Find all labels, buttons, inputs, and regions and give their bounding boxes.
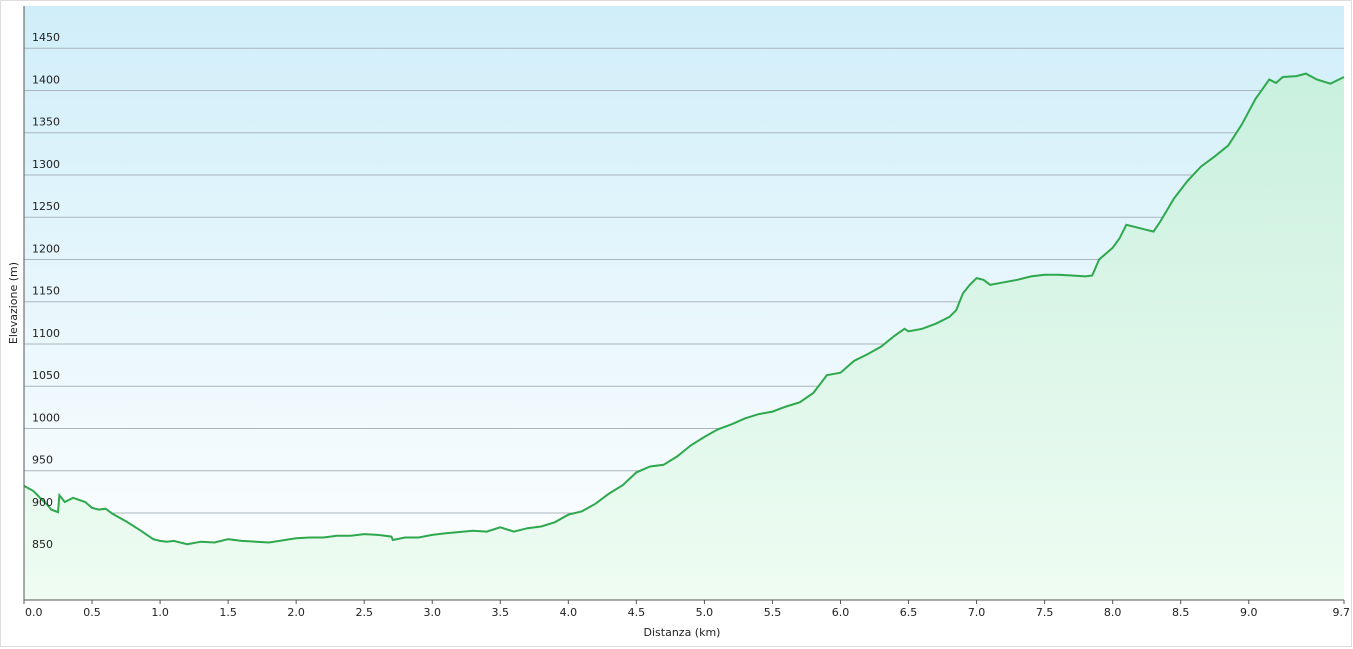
x-tick-label: 3.5 bbox=[492, 606, 510, 619]
y-tick-label: 900 bbox=[32, 496, 53, 509]
y-tick-label: 1200 bbox=[32, 242, 60, 255]
x-tick-label: 6.5 bbox=[900, 606, 918, 619]
y-tick-label: 1150 bbox=[32, 285, 60, 298]
x-tick-label: 5.5 bbox=[764, 606, 782, 619]
y-tick-label: 1000 bbox=[32, 411, 60, 424]
x-tick-label: 1.0 bbox=[151, 606, 169, 619]
y-tick-label: 950 bbox=[32, 454, 53, 467]
y-tick-label: 1100 bbox=[32, 327, 60, 340]
elevation-line bbox=[23, 72, 1345, 546]
x-tick-label: 9.0 bbox=[1240, 606, 1258, 619]
x-tick-label: 4.5 bbox=[628, 606, 646, 619]
y-tick-label: 1350 bbox=[32, 116, 60, 129]
x-tick-label: 2.0 bbox=[287, 606, 305, 619]
x-tick-label: 7.0 bbox=[968, 606, 986, 619]
y-tick-label: 1050 bbox=[32, 369, 60, 382]
x-tick-label: 5.0 bbox=[696, 606, 714, 619]
x-tick-label: 1.5 bbox=[219, 606, 237, 619]
y-tick-label: 850 bbox=[32, 538, 53, 551]
x-tick-label: 8.5 bbox=[1172, 606, 1190, 619]
y-axis-title: Elevazione (m) bbox=[7, 262, 20, 344]
x-tick-label: 7.5 bbox=[1036, 606, 1054, 619]
x-axis-title: Distanza (km) bbox=[644, 626, 721, 639]
x-tick-label: 9.7 bbox=[1333, 606, 1351, 619]
y-tick-label: 1300 bbox=[32, 158, 60, 171]
area bbox=[24, 73, 1344, 601]
y-tick-label: 1250 bbox=[32, 200, 60, 213]
x-tick-label: 0.0 bbox=[25, 606, 43, 619]
x-tick-label: 8.0 bbox=[1104, 606, 1122, 619]
x-tick-label: 6.0 bbox=[832, 606, 850, 619]
x-tick-label: 3.0 bbox=[423, 606, 441, 619]
y-tick-label: 1450 bbox=[32, 31, 60, 44]
x-tick-label: 2.5 bbox=[355, 606, 373, 619]
x-tick-label: 4.0 bbox=[560, 606, 578, 619]
y-tick-label: 1400 bbox=[32, 73, 60, 86]
x-tick-label: 0.5 bbox=[83, 606, 101, 619]
